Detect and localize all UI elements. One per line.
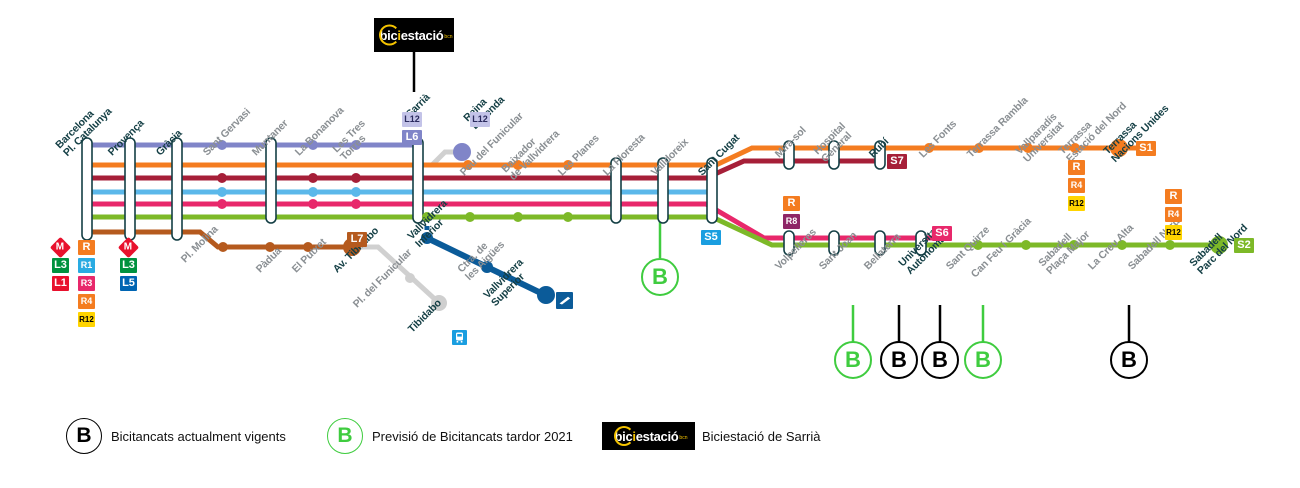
badge-rodalies-r-terrassa-nord[interactable]: R	[1068, 160, 1085, 175]
badge-r8-volpelleres[interactable]: R8	[783, 214, 800, 229]
badge-r12-pl-catalunya[interactable]: R12	[78, 312, 95, 327]
legend-biciestacio-ring-icon	[613, 426, 634, 446]
biciestacio-logo-top: biciestació bcn	[374, 18, 454, 52]
badge-r4-sabadell-nord[interactable]: R4	[1165, 207, 1182, 222]
biciestacio-sub: bcn	[444, 33, 453, 40]
legend-label-biciestacio: Biciestació de Sarrià	[702, 429, 821, 444]
tram-icon	[452, 330, 467, 345]
line-l7-brown	[82, 229, 352, 250]
station-dot-markers	[217, 139, 1228, 311]
line-funicular-tibidabo	[360, 244, 440, 304]
line-badge-s7[interactable]: S7	[887, 154, 907, 169]
badge-r3-pl-catalunya[interactable]: R3	[78, 276, 95, 291]
line-badge-s1[interactable]: S1	[1136, 141, 1156, 156]
line-s2-green	[82, 214, 1218, 248]
biciestacio-i: i	[397, 27, 401, 43]
line-badge-s2[interactable]: S2	[1234, 238, 1254, 253]
badge-r4-pl-catalunya[interactable]: R4	[78, 294, 95, 309]
badge-l6-sarria[interactable]: L6	[402, 130, 422, 145]
bicitancat-marker-valldoreix[interactable]: B	[641, 258, 679, 296]
legend-biciestacio-sub: bcn	[679, 434, 688, 441]
bicitancat-marker-sant-quirze[interactable]: B	[964, 341, 1002, 379]
bicitancat-marker-sabadell-nord[interactable]: B	[1110, 341, 1148, 379]
legend-marker-biciestacio: biciestació bcn	[602, 422, 695, 450]
biciestacio-ring-icon	[378, 24, 400, 46]
badge-l12-reina-elisenda[interactable]: L12	[470, 112, 490, 127]
legend-marker-green-b: B	[327, 418, 363, 454]
bicitancat-marker-sant-joan[interactable]: B	[834, 341, 872, 379]
badge-l5-gracia[interactable]: L5	[120, 276, 137, 291]
badge-metro-letter: M	[56, 241, 65, 253]
badge-l3-gracia[interactable]: L3	[120, 258, 137, 273]
badge-rodalies-r-sabadell-nord[interactable]: R	[1165, 189, 1182, 204]
legend-label-current: Bicitancats actualment vigents	[111, 429, 286, 444]
line-badge-s5[interactable]: S5	[701, 230, 721, 245]
bicitancat-marker-bellaterra[interactable]: B	[880, 341, 918, 379]
badge-rodalies-r-volpelleres[interactable]: R	[783, 196, 800, 211]
badge-r12-terrassa-nord[interactable]: R12	[1068, 196, 1085, 211]
tram-glyph	[456, 332, 463, 343]
badge-l1-pl-catalunya[interactable]: L1	[52, 276, 69, 291]
badge-metro-letter-gracia: M	[124, 241, 133, 253]
badge-r12-sabadell-nord[interactable]: R12	[1165, 225, 1182, 240]
line-s7-darkred	[82, 158, 884, 181]
funicular-glyph	[559, 296, 570, 305]
legend-label-forecast: Previsió de Bicitancats tardor 2021	[372, 429, 573, 444]
station-interchange-markers	[81, 137, 927, 256]
legend-marker-black-b: B	[66, 418, 102, 454]
funicular-icon	[556, 292, 573, 309]
badge-l12-sarria[interactable]: L12	[402, 112, 422, 127]
badge-l7-av-tibidabo[interactable]: L7	[347, 232, 367, 247]
badge-l3-pl-catalunya[interactable]: L3	[52, 258, 69, 273]
badge-rodalies-r-pl-catalunya[interactable]: R	[78, 240, 95, 255]
line-badge-s6[interactable]: S6	[932, 226, 952, 241]
line-s1-orange	[82, 145, 1146, 168]
bicitancat-marker-universitat-autonoma[interactable]: B	[921, 341, 959, 379]
badge-r4-terrassa-nord[interactable]: R4	[1068, 178, 1085, 193]
line-s6-pink	[82, 201, 937, 241]
badge-r1-pl-catalunya[interactable]: R1	[78, 258, 95, 273]
